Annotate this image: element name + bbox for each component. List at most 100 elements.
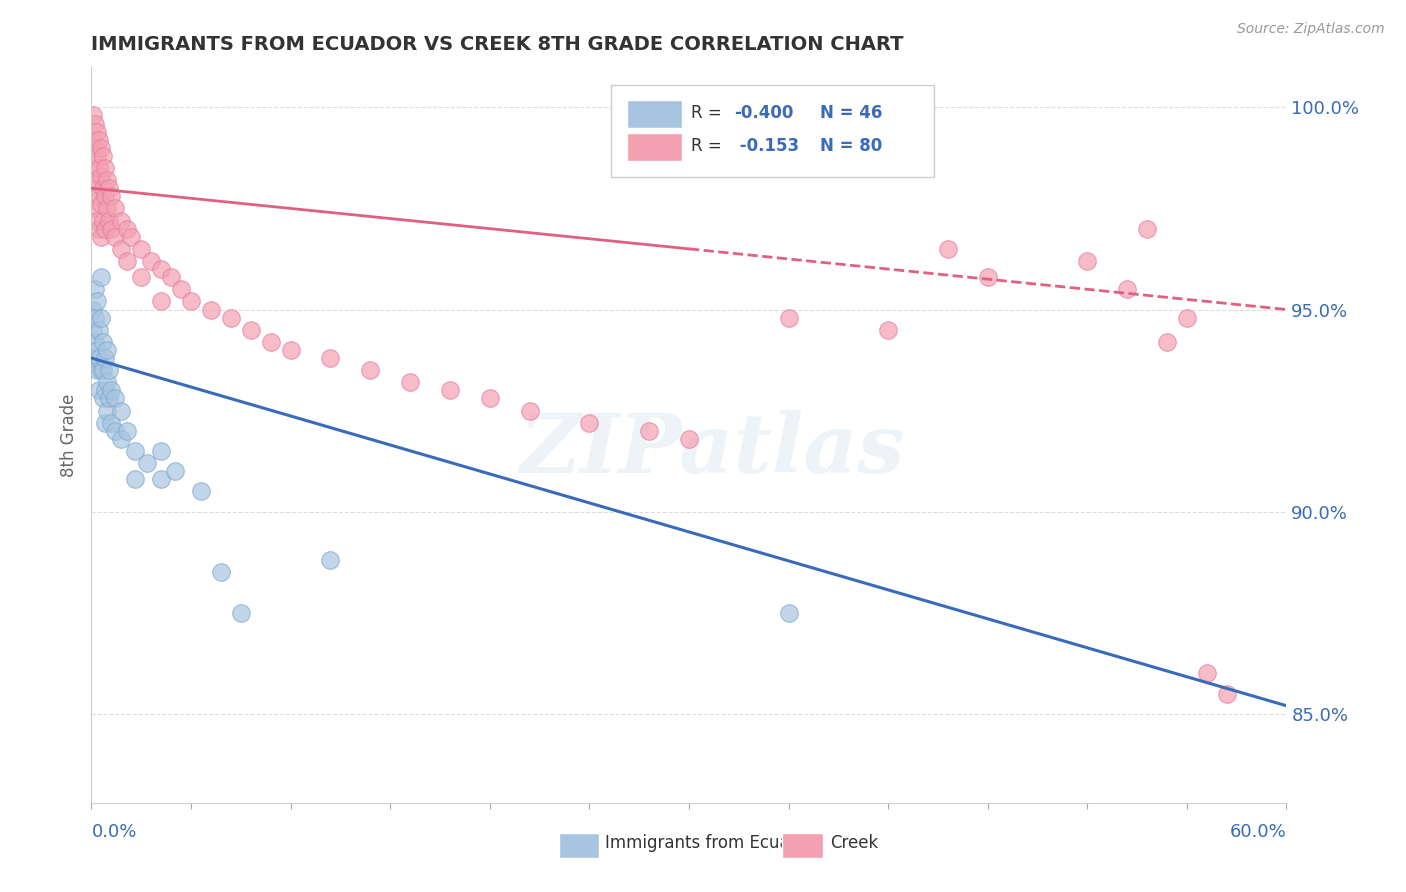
- Point: [1116, 808, 1139, 822]
- Point: [129, 242, 152, 256]
- Point: [110, 213, 132, 227]
- Text: R =: R =: [692, 104, 727, 122]
- Point: [319, 351, 342, 365]
- Point: [1215, 687, 1237, 701]
- FancyBboxPatch shape: [612, 86, 934, 178]
- Point: [94, 351, 117, 365]
- Point: [104, 229, 127, 244]
- Point: [86, 363, 108, 377]
- FancyBboxPatch shape: [558, 833, 599, 858]
- Point: [115, 254, 138, 268]
- Point: [104, 392, 127, 406]
- Point: [93, 334, 115, 349]
- Point: [1136, 221, 1159, 235]
- Point: [1076, 254, 1098, 268]
- Point: [129, 270, 152, 285]
- Point: [120, 229, 142, 244]
- Point: [90, 141, 112, 155]
- Point: [89, 221, 111, 235]
- Point: [519, 403, 541, 417]
- Point: [82, 108, 104, 122]
- Point: [82, 323, 104, 337]
- Point: [84, 334, 107, 349]
- Point: [82, 161, 104, 175]
- Point: [100, 416, 122, 430]
- Point: [163, 464, 186, 478]
- Point: [229, 606, 252, 620]
- Point: [90, 229, 112, 244]
- Text: IMMIGRANTS FROM ECUADOR VS CREEK 8TH GRADE CORRELATION CHART: IMMIGRANTS FROM ECUADOR VS CREEK 8TH GRA…: [91, 35, 904, 54]
- Point: [93, 213, 115, 227]
- Point: [93, 181, 115, 195]
- Point: [778, 310, 800, 325]
- Text: Source: ZipAtlas.com: Source: ZipAtlas.com: [1237, 22, 1385, 37]
- Point: [94, 161, 117, 175]
- Point: [90, 310, 112, 325]
- Point: [86, 213, 108, 227]
- Point: [150, 444, 173, 458]
- Text: -0.153: -0.153: [734, 137, 800, 155]
- Point: [115, 221, 138, 235]
- Point: [100, 189, 122, 203]
- Text: -0.400: -0.400: [734, 104, 794, 122]
- Point: [1175, 310, 1198, 325]
- Point: [96, 173, 118, 187]
- Point: [93, 149, 115, 163]
- Text: R =: R =: [692, 137, 727, 155]
- Point: [478, 392, 501, 406]
- Point: [82, 302, 104, 317]
- Text: 60.0%: 60.0%: [1230, 823, 1286, 841]
- Point: [104, 202, 127, 216]
- Point: [136, 456, 159, 470]
- Point: [94, 416, 117, 430]
- Point: [1116, 282, 1139, 296]
- FancyBboxPatch shape: [627, 133, 682, 161]
- Point: [96, 403, 118, 417]
- Point: [638, 424, 661, 438]
- Point: [90, 197, 112, 211]
- Point: [84, 116, 107, 130]
- Point: [89, 351, 111, 365]
- Point: [150, 262, 173, 277]
- Point: [399, 376, 422, 390]
- Point: [98, 392, 121, 406]
- Point: [82, 351, 104, 365]
- Point: [110, 432, 132, 446]
- Point: [84, 202, 107, 216]
- Point: [170, 282, 193, 296]
- Point: [89, 384, 111, 398]
- Point: [1156, 828, 1178, 842]
- Point: [86, 125, 108, 139]
- FancyBboxPatch shape: [627, 100, 682, 128]
- Point: [98, 181, 121, 195]
- Point: [141, 254, 162, 268]
- Point: [104, 424, 127, 438]
- FancyBboxPatch shape: [782, 833, 823, 858]
- Point: [100, 384, 122, 398]
- Point: [239, 323, 262, 337]
- Point: [160, 270, 183, 285]
- Text: Creek: Creek: [830, 834, 879, 852]
- Point: [89, 189, 111, 203]
- Point: [439, 384, 461, 398]
- Point: [150, 294, 173, 309]
- Point: [877, 323, 900, 337]
- Point: [976, 270, 998, 285]
- Point: [84, 141, 107, 155]
- Point: [96, 343, 118, 357]
- Text: N = 80: N = 80: [821, 137, 883, 155]
- Y-axis label: 8th Grade: 8th Grade: [60, 393, 79, 476]
- Point: [94, 221, 117, 235]
- Point: [90, 169, 112, 183]
- Point: [319, 553, 342, 567]
- Point: [94, 384, 117, 398]
- Point: [180, 294, 202, 309]
- Point: [280, 343, 302, 357]
- Point: [93, 363, 115, 377]
- Point: [1195, 666, 1218, 681]
- Point: [259, 334, 281, 349]
- Point: [96, 376, 118, 390]
- Point: [110, 242, 132, 256]
- Point: [124, 444, 146, 458]
- Point: [190, 484, 212, 499]
